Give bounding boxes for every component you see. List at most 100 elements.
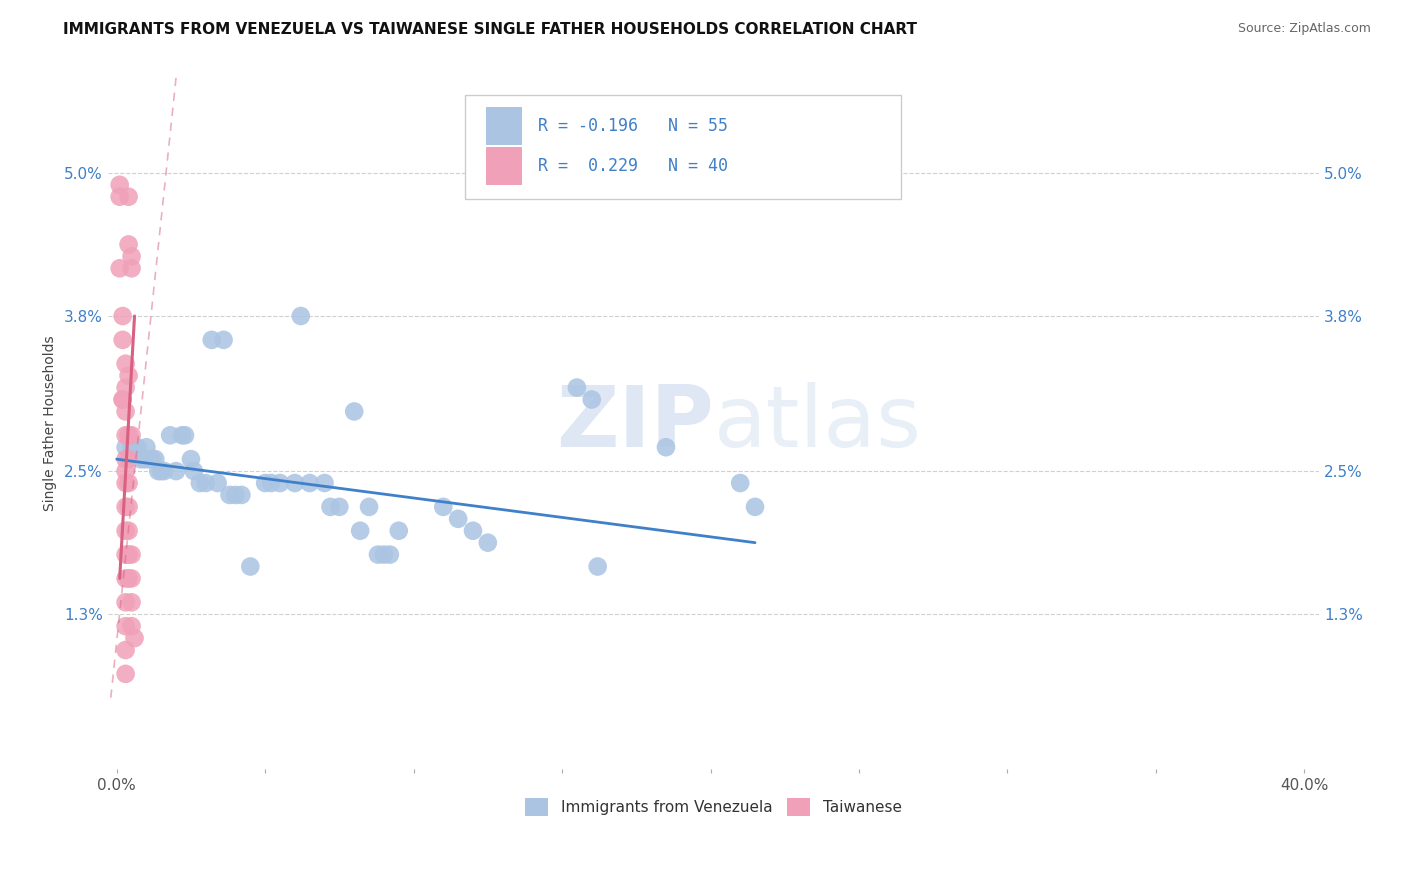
- Point: [143, 452, 166, 467]
- Point: [135, 452, 157, 467]
- Point: [744, 500, 766, 514]
- Point: [231, 488, 253, 502]
- Point: [114, 571, 136, 585]
- Bar: [485, 146, 522, 185]
- Point: [218, 488, 240, 502]
- Point: [111, 392, 134, 407]
- Text: atlas: atlas: [713, 382, 921, 465]
- Point: [111, 392, 134, 407]
- Bar: [485, 107, 522, 145]
- Point: [447, 512, 470, 526]
- Point: [108, 190, 131, 204]
- Point: [114, 595, 136, 609]
- Point: [132, 452, 155, 467]
- Text: Source: ZipAtlas.com: Source: ZipAtlas.com: [1237, 22, 1371, 36]
- Point: [117, 368, 139, 383]
- Point: [117, 190, 139, 204]
- Point: [121, 619, 143, 633]
- Point: [111, 309, 134, 323]
- Point: [581, 392, 603, 407]
- Point: [461, 524, 484, 538]
- Point: [349, 524, 371, 538]
- Point: [239, 559, 262, 574]
- Point: [269, 475, 291, 490]
- Point: [124, 440, 146, 454]
- Point: [477, 535, 499, 549]
- Point: [121, 249, 143, 263]
- Point: [108, 261, 131, 276]
- Point: [114, 475, 136, 490]
- Point: [124, 631, 146, 645]
- Point: [114, 357, 136, 371]
- Point: [367, 548, 389, 562]
- Point: [328, 500, 350, 514]
- Point: [565, 381, 588, 395]
- Point: [114, 428, 136, 442]
- Point: [114, 500, 136, 514]
- Point: [114, 619, 136, 633]
- Point: [183, 464, 205, 478]
- Point: [117, 548, 139, 562]
- Point: [117, 475, 139, 490]
- Point: [121, 595, 143, 609]
- Point: [150, 464, 173, 478]
- Point: [174, 428, 197, 442]
- Point: [121, 440, 143, 454]
- Point: [141, 452, 163, 467]
- Point: [290, 309, 312, 323]
- Y-axis label: Single Father Households: Single Father Households: [44, 335, 58, 511]
- Point: [108, 178, 131, 192]
- Point: [121, 571, 143, 585]
- Point: [284, 475, 307, 490]
- Point: [117, 237, 139, 252]
- Point: [121, 428, 143, 442]
- Legend: Immigrants from Venezuela, Taiwanese: Immigrants from Venezuela, Taiwanese: [517, 790, 910, 824]
- Point: [655, 440, 678, 454]
- Point: [373, 548, 395, 562]
- Point: [114, 452, 136, 467]
- Point: [224, 488, 246, 502]
- Point: [207, 475, 229, 490]
- Point: [117, 500, 139, 514]
- Point: [111, 333, 134, 347]
- Point: [114, 643, 136, 657]
- Point: [201, 333, 224, 347]
- Point: [180, 452, 202, 467]
- Point: [586, 559, 609, 574]
- Point: [114, 548, 136, 562]
- Text: R =  0.229   N = 40: R = 0.229 N = 40: [538, 157, 728, 175]
- Point: [319, 500, 342, 514]
- FancyBboxPatch shape: [465, 95, 901, 199]
- Point: [127, 440, 149, 454]
- Point: [357, 500, 380, 514]
- Point: [114, 440, 136, 454]
- Point: [159, 428, 181, 442]
- Point: [343, 404, 366, 418]
- Point: [121, 261, 143, 276]
- Point: [165, 464, 187, 478]
- Point: [388, 524, 411, 538]
- Point: [432, 500, 454, 514]
- Point: [117, 452, 139, 467]
- Point: [314, 475, 336, 490]
- Point: [254, 475, 277, 490]
- Point: [212, 333, 235, 347]
- Point: [117, 571, 139, 585]
- Point: [114, 464, 136, 478]
- Point: [298, 475, 321, 490]
- Point: [114, 381, 136, 395]
- Point: [138, 452, 160, 467]
- Point: [114, 666, 136, 681]
- Point: [114, 524, 136, 538]
- Point: [129, 452, 152, 467]
- Point: [148, 464, 170, 478]
- Point: [260, 475, 283, 490]
- Point: [117, 428, 139, 442]
- Point: [194, 475, 217, 490]
- Text: R = -0.196   N = 55: R = -0.196 N = 55: [538, 117, 728, 136]
- Point: [153, 464, 176, 478]
- Point: [135, 440, 157, 454]
- Point: [114, 404, 136, 418]
- Text: IMMIGRANTS FROM VENEZUELA VS TAIWANESE SINGLE FATHER HOUSEHOLDS CORRELATION CHAR: IMMIGRANTS FROM VENEZUELA VS TAIWANESE S…: [63, 22, 917, 37]
- Point: [378, 548, 401, 562]
